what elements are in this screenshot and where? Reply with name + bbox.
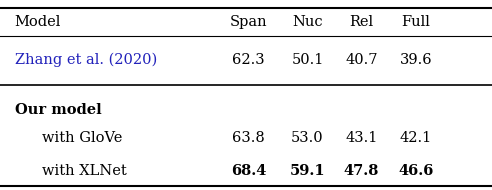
Text: 62.3: 62.3 <box>232 53 265 67</box>
Text: Model: Model <box>15 15 61 29</box>
Text: 59.1: 59.1 <box>290 164 325 178</box>
Text: 68.4: 68.4 <box>231 164 266 178</box>
Text: 47.8: 47.8 <box>344 164 379 178</box>
Text: 63.8: 63.8 <box>232 131 265 145</box>
Text: 46.6: 46.6 <box>398 164 433 178</box>
Text: Nuc: Nuc <box>292 15 323 29</box>
Text: 42.1: 42.1 <box>400 131 432 145</box>
Text: 40.7: 40.7 <box>345 53 378 67</box>
Text: Zhang et al. (2020): Zhang et al. (2020) <box>15 53 157 67</box>
Text: Span: Span <box>230 15 267 29</box>
Text: 43.1: 43.1 <box>345 131 378 145</box>
Text: with GloVe: with GloVe <box>42 131 122 145</box>
Text: 53.0: 53.0 <box>291 131 324 145</box>
Text: with XLNet: with XLNet <box>42 164 126 178</box>
Text: Rel: Rel <box>349 15 374 29</box>
Text: Full: Full <box>401 15 430 29</box>
Text: 39.6: 39.6 <box>400 53 432 67</box>
Text: 50.1: 50.1 <box>291 53 324 67</box>
Text: Our model: Our model <box>15 103 101 117</box>
